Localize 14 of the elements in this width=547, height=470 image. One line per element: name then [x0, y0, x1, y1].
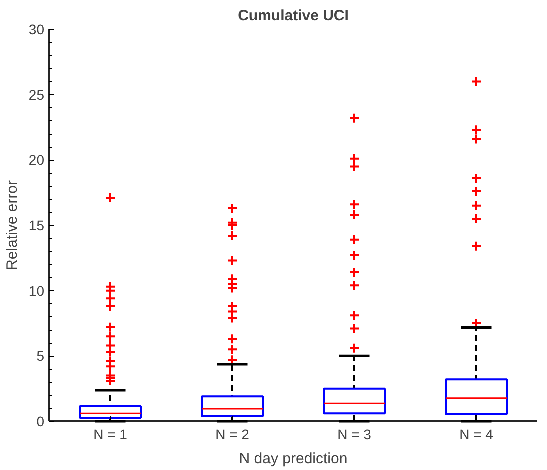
y-axis-title: Relative error — [4, 180, 21, 271]
y-tick-label: 0 — [36, 414, 45, 430]
y-tick-label: 15 — [28, 218, 45, 234]
y-tick-label: 10 — [28, 282, 45, 299]
x-tick-label: N = 1 — [94, 426, 128, 442]
y-tick-label: 20 — [28, 152, 45, 168]
x-axis-title: N day prediction — [239, 450, 348, 468]
x-tick-label: N = 3 — [338, 426, 372, 442]
y-tick-label: 30 — [28, 22, 45, 38]
chart-title: Cumulative UCI — [238, 8, 349, 24]
y-tick-label: 5 — [36, 348, 45, 364]
x-tick-label: N = 2 — [216, 426, 250, 442]
x-tick-label: N = 4 — [460, 426, 494, 442]
y-tick-label: 25 — [28, 86, 45, 103]
